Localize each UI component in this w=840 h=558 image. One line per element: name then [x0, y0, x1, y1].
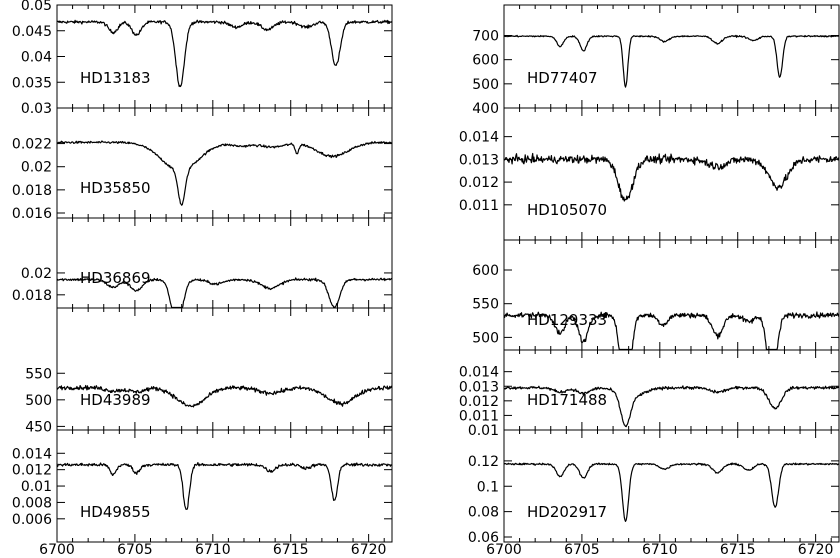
- panel-frame: [503, 429, 840, 543]
- x-tick-label: 6720: [351, 542, 387, 558]
- y-tick-label: 0.045: [12, 24, 52, 40]
- x-tick-label: 6715: [273, 542, 309, 558]
- y-tick-label: 500: [25, 393, 52, 409]
- x-tick-label: 6710: [195, 542, 231, 558]
- y-tick-label: 0.014: [459, 365, 499, 381]
- spectrum-line: [56, 277, 392, 309]
- y-tick-label: 0.018: [12, 288, 52, 304]
- y-tick-label: 0.008: [12, 495, 52, 511]
- y-tick-label: 0.02: [21, 160, 52, 176]
- spectrum-line: [503, 462, 840, 523]
- y-tick-label: 0.012: [459, 394, 499, 410]
- y-tick-label: 0.03: [21, 101, 52, 117]
- spectrum-line: [503, 385, 839, 428]
- y-tick-label: 0.04: [21, 50, 52, 66]
- y-tick-label: 0.012: [459, 175, 499, 191]
- y-tick-label: 0.08: [468, 505, 499, 521]
- y-tick-label: 0.006: [12, 512, 52, 528]
- spectrum-line: [56, 140, 392, 206]
- y-tick-label: 600: [472, 263, 499, 279]
- y-tick-label: 0.022: [12, 137, 52, 153]
- panel-HD43989: 450 500 550 HD43989: [25, 307, 393, 435]
- y-tick-label: 550: [472, 297, 499, 313]
- x-tick-label: 6715: [720, 542, 756, 558]
- y-tick-label: 400: [472, 101, 499, 117]
- panel-HD36869: 0.018 0.02 HD36869: [12, 217, 393, 309]
- y-tick-label: 0.035: [12, 75, 52, 91]
- y-tick-label: 0.018: [12, 183, 52, 199]
- x-tick-label: 6705: [117, 542, 153, 558]
- y-tick-label: 500: [472, 77, 499, 93]
- star-label: HD202917: [527, 503, 607, 521]
- y-tick-label: 0.011: [459, 408, 499, 424]
- star-label: HD77407: [527, 69, 598, 87]
- star-label: HD13183: [80, 69, 151, 87]
- x-tick-label: 6700: [39, 542, 75, 558]
- y-tick-label: 450: [25, 419, 52, 435]
- y-tick-label: 0.014: [12, 446, 52, 462]
- panel-HD13183: 0.03 0.035 0.04 0.045 0.05 HD13183: [12, 0, 393, 117]
- x-tick-label: 6700: [486, 542, 522, 558]
- panel-frame: [56, 307, 393, 431]
- spectrum-line: [56, 19, 393, 88]
- x-tick-label: 6720: [798, 542, 834, 558]
- panel-frame: [503, 239, 840, 351]
- y-tick-label: 0.013: [459, 379, 499, 395]
- spectrum-line: [56, 462, 393, 510]
- x-tick-label: 6710: [642, 542, 678, 558]
- y-tick-label: 500: [472, 330, 499, 346]
- y-tick-label: 0.12: [468, 454, 499, 470]
- y-tick-label: 0.01: [21, 479, 52, 495]
- y-tick-label: 0.06: [468, 530, 499, 546]
- panel-frame: [56, 429, 393, 543]
- y-tick-label: 600: [472, 53, 499, 69]
- spectrum-line: [503, 34, 839, 88]
- panel-frame: [503, 4, 840, 109]
- y-tick-label: 0.013: [459, 152, 499, 168]
- spectrum-line: [56, 384, 393, 408]
- star-label: HD43989: [80, 391, 151, 409]
- panel-HD129333: 500 550 600 HD129333: [472, 239, 840, 351]
- x-tick-label: 6705: [564, 542, 600, 558]
- panel-frame: [56, 107, 393, 219]
- panel-HD105070: 0.011 0.012 0.013 0.014 HD105070: [459, 107, 840, 241]
- panel-HD202917: 0.06 0.08 0.1 0.12 HD202917: [468, 429, 840, 546]
- spectrum-line: [503, 152, 840, 202]
- star-label: HD49855: [80, 503, 151, 521]
- panel-frame: [56, 217, 393, 309]
- star-label: HD105070: [527, 201, 607, 219]
- spectrum-line: [503, 311, 840, 351]
- y-tick-label: 0.016: [12, 206, 52, 222]
- panel-HD77407: 400 500 600 700 HD77407: [472, 4, 840, 117]
- y-tick-label: 0.1: [477, 479, 499, 495]
- panel-HD35850: 0.016 0.018 0.02 0.022 HD35850: [12, 107, 393, 222]
- y-tick-label: 0.02: [21, 266, 52, 282]
- panel-frame: [56, 4, 393, 109]
- star-label: HD171488: [527, 391, 607, 409]
- star-label: HD36869: [80, 269, 151, 287]
- y-tick-label: 0.05: [21, 0, 52, 14]
- y-tick-label: 0.01: [468, 423, 499, 439]
- star-label: HD129333: [527, 311, 607, 329]
- y-tick-label: 550: [25, 366, 52, 382]
- y-tick-label: 0.014: [459, 130, 499, 146]
- y-tick-label: 0.012: [12, 463, 52, 479]
- star-label: HD35850: [80, 179, 151, 197]
- y-tick-label: 700: [472, 29, 499, 45]
- y-tick-label: 0.011: [459, 198, 499, 214]
